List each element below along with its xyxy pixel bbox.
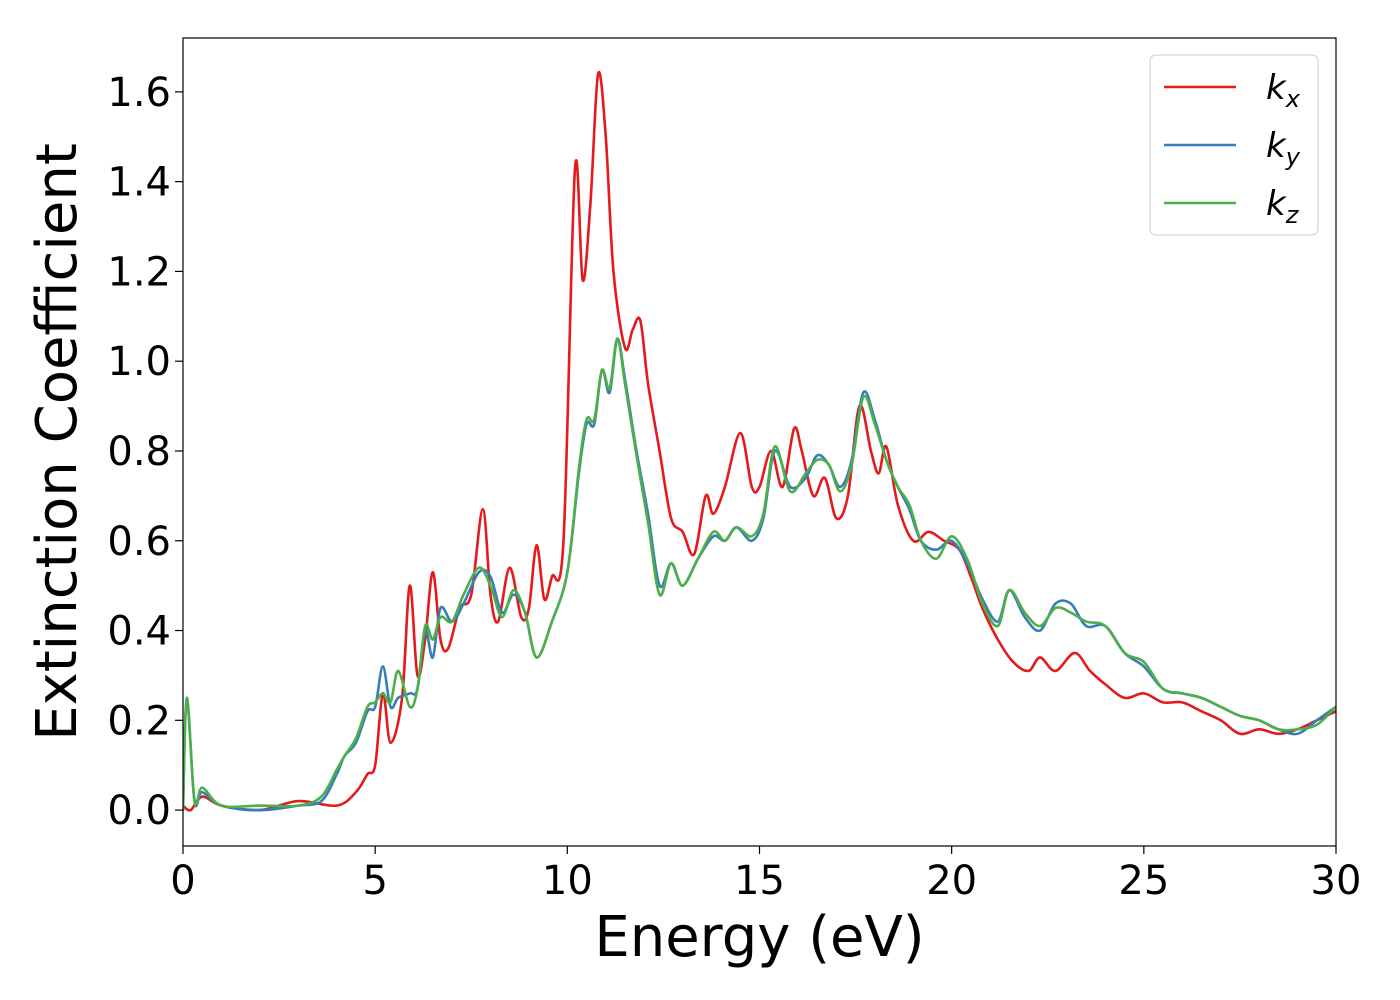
legend-label-kx: kx [1266, 68, 1301, 113]
y-axis-title: Extinction Coefficient [25, 143, 90, 741]
y-tick-label: 0.8 [107, 429, 171, 475]
x-axis-ticks: 0 5 10 15 20 25 30 [170, 846, 1361, 904]
x-tick-label: 15 [734, 858, 785, 904]
series-line-kz [183, 337, 1336, 812]
series-line-kx [183, 70, 1336, 812]
x-tick-label: 10 [542, 858, 593, 904]
y-tick-label: 1.6 [107, 70, 171, 116]
series-lines [183, 70, 1336, 812]
x-axis-title: Energy (eV) [594, 905, 924, 970]
legend: kx ky kz [1149, 54, 1319, 236]
x-tick-label: 5 [362, 858, 387, 904]
y-tick-label: 0.2 [107, 698, 171, 744]
y-tick-label: 1.2 [107, 249, 171, 295]
y-tick-label: 0.4 [107, 609, 171, 655]
x-tick-label: 30 [1311, 858, 1362, 904]
y-tick-label: 0.6 [107, 519, 171, 565]
x-tick-label: 20 [926, 858, 977, 904]
x-tick-label: 0 [170, 858, 195, 904]
y-tick-label: 1.0 [107, 339, 171, 385]
y-axis-ticks: 0.0 0.2 0.4 0.6 0.8 1.0 1.2 1.4 1.6 [107, 70, 183, 834]
legend-label-kz: kz [1266, 184, 1300, 229]
y-tick-label: 1.4 [107, 160, 171, 206]
y-tick-label: 0.0 [107, 788, 171, 834]
legend-label-ky: ky [1266, 126, 1301, 171]
x-tick-label: 25 [1118, 858, 1169, 904]
